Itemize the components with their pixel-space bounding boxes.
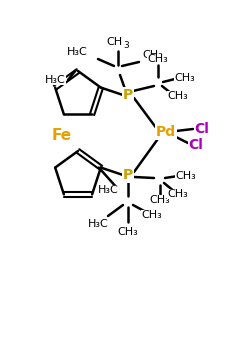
Text: H₃C: H₃C xyxy=(66,47,87,57)
Text: CH₃: CH₃ xyxy=(150,195,171,205)
Text: H: H xyxy=(80,48,88,58)
Text: 3: 3 xyxy=(123,42,129,50)
Text: CH: CH xyxy=(106,37,122,47)
Text: CH₃: CH₃ xyxy=(168,189,188,199)
Text: CH₃: CH₃ xyxy=(174,73,196,83)
Text: H₃C: H₃C xyxy=(88,219,108,229)
Text: CH₃: CH₃ xyxy=(168,91,188,101)
Text: H₃C: H₃C xyxy=(98,185,118,195)
Text: Fe: Fe xyxy=(52,127,72,142)
Text: H₃C: H₃C xyxy=(44,75,66,85)
Text: Cl: Cl xyxy=(188,138,204,152)
Text: CH₃: CH₃ xyxy=(148,54,169,64)
Text: Pd: Pd xyxy=(156,125,176,139)
Text: P: P xyxy=(123,168,133,182)
Text: Cl: Cl xyxy=(194,122,210,136)
Text: CH₃: CH₃ xyxy=(142,50,164,60)
Text: CH₃: CH₃ xyxy=(142,210,163,220)
Text: CH₃: CH₃ xyxy=(176,171,197,181)
Text: CH₃: CH₃ xyxy=(118,227,139,237)
Text: P: P xyxy=(123,88,133,102)
